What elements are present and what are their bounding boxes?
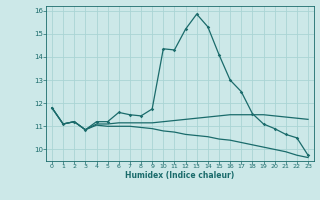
X-axis label: Humidex (Indice chaleur): Humidex (Indice chaleur) bbox=[125, 171, 235, 180]
